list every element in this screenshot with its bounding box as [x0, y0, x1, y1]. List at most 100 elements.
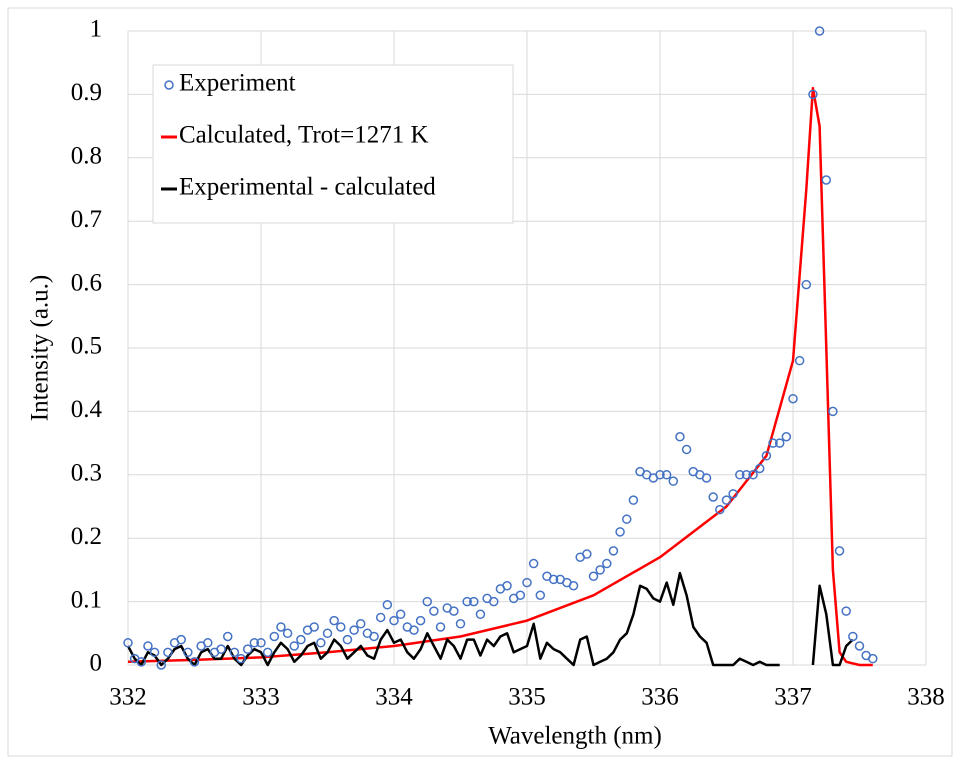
data-point: [661, 470, 672, 480]
data-point: [389, 615, 399, 626]
data-point: [309, 622, 319, 632]
data-point: [149, 647, 160, 658]
data-point: [681, 444, 692, 455]
data-point: [469, 596, 479, 607]
y-tick-label: 0.8: [71, 143, 102, 170]
y-tick-label: 0.2: [71, 523, 102, 550]
data-point: [801, 279, 812, 290]
data-point: [515, 590, 526, 601]
data-point: [203, 638, 213, 648]
data-point: [356, 619, 366, 629]
data-point: [821, 175, 831, 185]
data-point: [808, 89, 818, 100]
data-point: [741, 470, 752, 480]
y-tick-label: 0.6: [71, 269, 102, 296]
data-point: [216, 644, 226, 654]
data-point: [721, 495, 732, 505]
data-point: [382, 600, 393, 610]
data-point: [774, 438, 785, 448]
data-point: [715, 504, 725, 515]
data-point: [568, 581, 579, 591]
data-point: [143, 641, 153, 651]
data-point: [535, 590, 546, 601]
x-tick-label: 332: [109, 684, 147, 711]
data-point: [602, 558, 612, 569]
data-point: [834, 546, 845, 556]
data-point: [375, 612, 386, 623]
data-point: [595, 565, 605, 575]
data-point: [462, 596, 472, 607]
y-tick-label: 0.5: [71, 333, 102, 360]
data-point: [449, 606, 459, 616]
data-point: [223, 631, 233, 642]
data-point: [183, 647, 193, 658]
data-point: [349, 625, 359, 635]
data-point: [342, 634, 353, 645]
legend-label: Experiment: [179, 70, 296, 97]
data-point: [249, 638, 260, 648]
data-point: [369, 631, 379, 642]
data-point: [628, 495, 639, 505]
data-point: [395, 609, 406, 620]
data-point: [828, 406, 838, 417]
data-point: [229, 647, 240, 658]
data-point: [748, 470, 758, 480]
data-point: [588, 571, 599, 581]
data-point: [475, 609, 486, 620]
data-point: [768, 438, 778, 448]
data-point: [236, 653, 246, 664]
data-point: [608, 546, 619, 556]
legend-label: Experimental - calculated: [179, 174, 436, 201]
data-point: [156, 660, 166, 670]
y-tick-label: 0: [90, 650, 103, 677]
y-tick-label: 0.7: [71, 206, 102, 233]
data-point: [708, 492, 718, 502]
x-axis-title: Wavelength (nm): [488, 723, 662, 750]
data-point: [755, 463, 765, 474]
x-tick-label: 333: [242, 684, 280, 711]
data-point: [668, 476, 679, 486]
x-tick-label: 338: [907, 684, 945, 711]
legend-box: [152, 64, 514, 224]
data-point: [455, 619, 466, 629]
data-point: [409, 625, 419, 635]
x-tick-label: 336: [641, 684, 679, 711]
y-tick-label: 0.3: [71, 460, 102, 487]
data-point: [415, 615, 426, 626]
data-point: [841, 606, 851, 616]
data-point: [582, 549, 592, 559]
data-point: [189, 657, 200, 667]
data-point: [289, 641, 299, 651]
data-point: [622, 514, 632, 524]
data-point: [701, 473, 712, 483]
data-point: [269, 631, 280, 642]
data-point: [262, 647, 273, 658]
data-point: [615, 527, 625, 537]
data-point: [242, 644, 253, 654]
data-point: [276, 622, 286, 632]
data-point: [781, 432, 792, 442]
data-point: [136, 657, 147, 667]
data-point: [728, 489, 738, 499]
data-point: [675, 432, 685, 442]
data-point: [316, 638, 326, 648]
data-point: [256, 638, 266, 648]
data-point: [336, 622, 346, 632]
data-point: [282, 628, 293, 639]
data-point: [655, 470, 665, 480]
data-point: [435, 622, 446, 632]
data-point: [735, 470, 745, 480]
data-point: [296, 634, 306, 645]
y-tick-label: 0.4: [71, 396, 103, 423]
y-tick-label: 1: [90, 16, 103, 43]
legend-label: Calculated, Trot=1271 K: [179, 122, 429, 149]
data-point: [548, 574, 559, 585]
data-point: [163, 647, 173, 658]
y-tick-label: 0.9: [71, 79, 102, 106]
data-line: [127, 86, 873, 667]
data-point: [176, 634, 186, 645]
data-point: [123, 638, 133, 648]
data-point: [788, 393, 798, 404]
